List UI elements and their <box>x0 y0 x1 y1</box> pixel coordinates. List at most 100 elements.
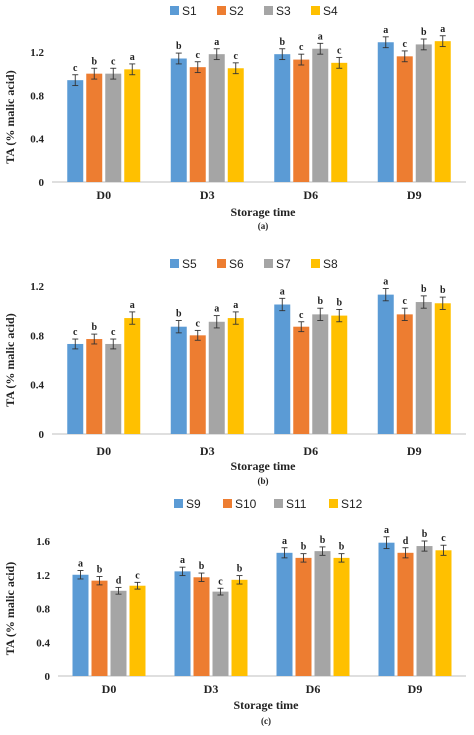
significance-letter: c <box>403 39 408 50</box>
significance-letter: a <box>130 300 135 311</box>
legend-label: S8 <box>323 257 338 271</box>
bar <box>314 551 331 676</box>
panel-caption: (b) <box>258 476 269 486</box>
bar <box>378 542 395 676</box>
bar <box>435 550 452 676</box>
bar <box>434 41 451 182</box>
chart-panel-3: S9 S10 S11 S12 0 0.4 0.8 1.2 1.6 TA (% malic acid… <box>3 497 466 726</box>
significance-letter: a <box>280 286 285 297</box>
x-category-label: D3 <box>200 444 215 458</box>
y-tick-label: 0.8 <box>36 604 50 616</box>
legend-swatch <box>311 259 320 268</box>
significance-letter: a <box>318 31 323 42</box>
significance-letter: c <box>299 42 304 53</box>
bar <box>397 552 414 676</box>
legend-swatch <box>170 6 179 15</box>
panel-caption: (a) <box>258 221 269 231</box>
significance-letter: a <box>214 37 219 48</box>
x-category-label: D9 <box>408 682 423 696</box>
significance-letter: b <box>97 564 103 575</box>
bar <box>396 314 413 434</box>
legend-label: S6 <box>229 257 244 271</box>
y-tick-label: 1.2 <box>30 47 44 59</box>
significance-letter: a <box>383 25 388 36</box>
y-axis-title: TA (% malic acid) <box>3 70 17 163</box>
significance-letter: b <box>237 564 243 575</box>
bar <box>124 69 141 182</box>
bar <box>274 54 291 182</box>
significance-letter: b <box>421 27 427 38</box>
legend-label: S4 <box>323 4 338 18</box>
bar <box>377 294 394 434</box>
bar <box>67 80 84 182</box>
significance-letter: c <box>299 310 304 321</box>
x-axis-title: Storage time <box>231 459 297 473</box>
significance-letter: b <box>176 41 182 52</box>
bar <box>67 343 84 434</box>
legend-label: S12 <box>341 497 363 511</box>
bar <box>189 67 206 182</box>
bar <box>293 326 310 434</box>
bar <box>227 68 244 182</box>
bar <box>110 590 127 676</box>
significance-letter: b <box>317 296 323 307</box>
legend-label: S11 <box>286 497 307 511</box>
chart-panel-2: S5 S6 S7 S8 0 0.4 0.8 1.2 TA (% malic acid) c b c a D… <box>3 257 466 486</box>
y-tick-label: 0.8 <box>30 90 44 102</box>
x-axis-title: Storage time <box>231 205 297 219</box>
significance-letter: a <box>130 52 135 63</box>
x-category-label: D9 <box>407 444 422 458</box>
significance-letter: d <box>116 575 122 586</box>
bar <box>333 557 350 676</box>
y-tick-label: 0.4 <box>30 134 44 146</box>
bar <box>231 579 248 676</box>
significance-letter: b <box>279 37 285 48</box>
bar <box>295 557 312 676</box>
bar <box>416 546 433 676</box>
significance-letter: b <box>339 542 345 553</box>
bar <box>331 62 348 183</box>
significance-letter: d <box>403 536 409 547</box>
y-tick-label: 0 <box>39 177 45 189</box>
y-tick-label: 0 <box>39 429 45 441</box>
significance-letter: a <box>383 276 388 287</box>
legend-swatch <box>311 6 320 15</box>
bar <box>208 321 225 434</box>
bar <box>105 73 122 182</box>
significance-letter: c <box>218 576 223 587</box>
significance-letter: b <box>91 322 97 333</box>
legend-label: S7 <box>276 257 291 271</box>
bar <box>174 571 191 676</box>
significance-letter: b <box>422 529 428 540</box>
significance-letter: a <box>233 300 238 311</box>
significance-letter: c <box>135 570 140 581</box>
significance-letter: c <box>441 533 446 544</box>
y-tick-label: 0 <box>45 671 51 683</box>
bar <box>193 577 210 676</box>
bar <box>293 59 310 183</box>
significance-letter: c <box>73 327 78 338</box>
significance-letter: b <box>320 535 326 546</box>
y-tick-label: 1.2 <box>36 570 50 582</box>
bar <box>86 339 103 434</box>
legend-swatch <box>329 499 338 508</box>
bar <box>312 314 329 434</box>
x-category-label: D9 <box>407 188 422 202</box>
legend-swatch <box>217 259 226 268</box>
bar <box>396 56 413 183</box>
legend-label: S9 <box>186 497 201 511</box>
legend-label: S1 <box>182 4 197 18</box>
significance-letter: b <box>176 309 182 320</box>
legend-label: S2 <box>229 4 244 18</box>
significance-letter: c <box>337 45 342 56</box>
significance-letter: c <box>111 56 116 67</box>
panel-caption: (c) <box>261 716 271 726</box>
x-category-label: D6 <box>303 444 318 458</box>
y-tick-label: 0.4 <box>30 380 44 392</box>
bar <box>415 302 432 434</box>
y-tick-label: 0.8 <box>30 330 44 342</box>
significance-letter: c <box>196 50 201 61</box>
x-category-label: D3 <box>200 188 215 202</box>
significance-letter: a <box>214 304 219 315</box>
